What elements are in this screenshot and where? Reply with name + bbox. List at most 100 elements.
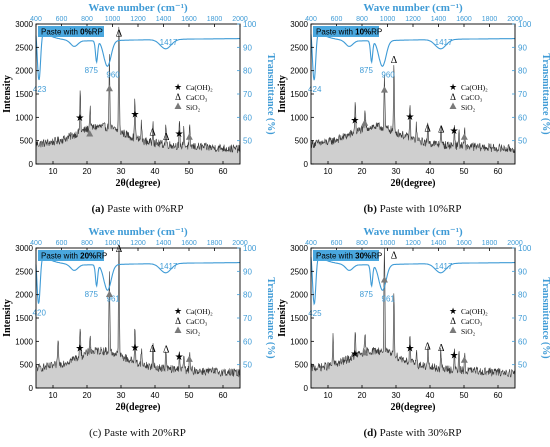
y-tick-label: 500 [20,361,34,370]
marker-caco3: Δ [438,343,445,354]
top-tick-label: 1400 [156,240,172,247]
top-tick-label: 800 [356,240,368,247]
legend-label: CaCO₃ [461,93,483,102]
right-tick-label: 60 [518,337,527,346]
y-tick-label: 0 [304,160,309,169]
ftir-peak-label: 875 [85,66,99,75]
ftir-peak-label: 424 [308,85,322,94]
top-tick-label: 1600 [181,240,197,247]
legend-label: CaCO₃ [461,317,483,326]
legend-label: Ca(OH)₂ [186,83,213,92]
top-tick-label: 1800 [207,16,223,23]
legend-symbol [174,326,182,333]
caption-c: (c) Paste with 20%RP [0,427,275,439]
panel-c: 420 875 961 1417 ★ Δ ★ Δ Δ ★ ★ Ca(OH)₂ Δ CaCO₃ SiO₂ 10 2… [0,224,275,447]
legend-label: SiO₂ [186,103,201,112]
marker-caco3: Δ [391,250,398,261]
marker-caco3: Δ [116,244,123,255]
xrd-area [311,248,515,388]
legend-symbol: Δ [450,316,456,326]
x-tick-label: 10 [49,167,58,176]
marker-caco3: Δ [424,341,431,352]
marker-sio2 [361,348,369,356]
top-tick-label: 600 [56,16,68,23]
caption-letter: (b) [363,203,377,215]
marker-sio2 [361,119,369,126]
sample-label-box [38,250,104,261]
sample-label-suffix: RP [92,28,103,37]
top-tick-label: 1400 [431,240,447,247]
top-axis-title: Wave number (cm⁻¹) [88,2,188,14]
y-tick-label: 0 [304,384,309,393]
y-tick-label: 3000 [290,244,308,253]
y-axis-title: Intensity [277,299,288,337]
right-tick-label: 80 [243,291,252,300]
ftir-peak-label: 1417 [435,38,453,47]
legend-label: SiO₂ [461,103,476,112]
top-tick-label: 800 [81,16,93,23]
y-tick-label: 2000 [290,291,308,300]
right-tick-label: 50 [518,137,527,146]
sample-label-box [38,26,104,37]
sample-label-percent: 30% [355,252,371,261]
y-tick-label: 1500 [15,314,33,323]
x-tick-label: 20 [83,391,92,400]
top-tick-label: 600 [56,240,68,247]
right-tick-label: 100 [243,244,257,253]
x-tick-label: 40 [151,391,160,400]
top-tick-label: 400 [305,240,317,247]
right-axis-title: Transmittance (%) [265,277,275,358]
y-tick-label: 500 [295,361,309,370]
marker-caoh2: ★ [350,349,359,360]
top-tick-label: 1600 [181,16,197,23]
top-tick-label: 600 [331,240,343,247]
sample-label: Paste with 10%RP [316,28,382,37]
x-tick-label: 60 [494,167,503,176]
xrd-line [35,26,241,154]
marker-sio2 [380,86,388,93]
panel-d: 425 875 961 1417 ★ Δ ★ Δ Δ ★ ★ Ca(OH)₂ Δ CaCO₃ SiO₂ 10 2… [275,224,550,447]
marker-sio2 [86,129,94,137]
y-tick-label: 0 [29,384,34,393]
marker-sio2 [460,133,468,140]
x-tick-label: 30 [117,167,126,176]
caption-d: (d) Paste with 30%RP [275,427,550,439]
ftir-peak-label: 961 [107,294,121,303]
sample-label-suffix: RP [371,252,382,261]
right-tick-label: 90 [243,43,252,52]
marker-sio2 [380,276,388,283]
top-tick-label: 1200 [405,240,421,247]
caption-letter: (a) [91,203,105,215]
y-tick-label: 3000 [15,20,33,29]
ftir-peak-label: 961 [382,294,396,303]
marker-sio2 [105,290,113,297]
right-tick-label: 80 [518,291,527,300]
legend-label: CaCO₃ [186,317,208,326]
legend-symbol: ★ [449,306,457,316]
legend-label: SiO₂ [186,327,201,336]
xrd-line [310,247,516,378]
top-tick-label: 1000 [380,16,396,23]
marker-caoh2: ★ [130,109,139,120]
marker-caoh2: ★ [75,113,84,124]
x-tick-label: 60 [494,391,503,400]
right-tick-label: 90 [518,267,527,276]
xrd-line [310,65,516,154]
right-tick-label: 60 [243,113,252,122]
top-tick-label: 400 [30,16,42,23]
x-tick-label: 50 [185,167,194,176]
right-tick-label: 50 [518,361,527,370]
x-tick-label: 20 [358,167,367,176]
legend-symbol [449,326,457,333]
top-tick-label: 1600 [456,240,472,247]
marker-caco3: Δ [116,29,123,40]
top-tick-label: 2000 [507,16,523,23]
y-tick-label: 2000 [15,67,33,76]
ftir-peak-label: 423 [33,85,47,94]
y-tick-label: 500 [20,137,34,146]
legend-symbol: ★ [174,306,182,316]
legend-symbol: Δ [450,92,456,102]
x-axis-title: 2θ(degree) [390,178,435,189]
